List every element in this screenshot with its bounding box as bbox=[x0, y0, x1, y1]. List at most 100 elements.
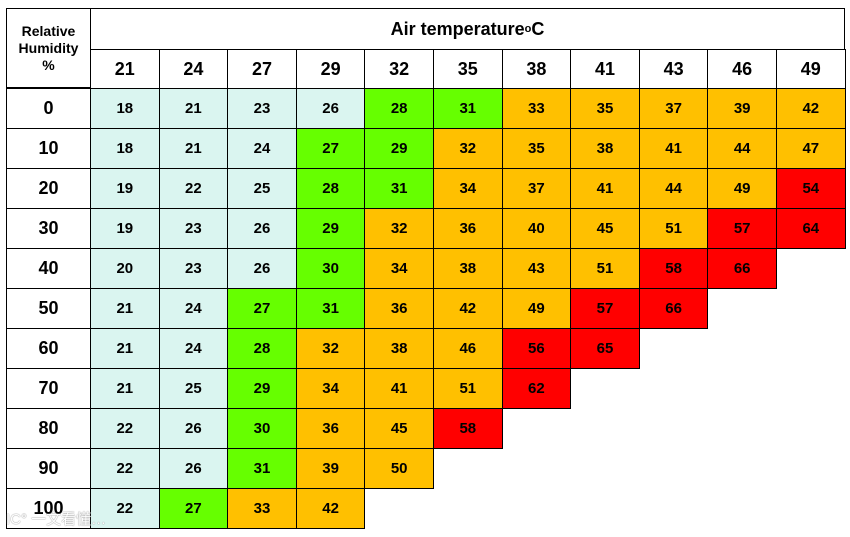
heat-index-cell: 51 bbox=[433, 368, 503, 409]
heat-index-cell: 28 bbox=[295, 168, 366, 209]
heat-index-cell: 32 bbox=[364, 208, 434, 249]
heat-index-cell: 44 bbox=[707, 128, 777, 169]
heat-index-cell: 31 bbox=[227, 448, 297, 489]
heat-index-cell: 25 bbox=[227, 168, 297, 209]
heat-index-cell: 28 bbox=[364, 88, 434, 129]
heat-index-cell: 50 bbox=[364, 448, 434, 489]
watermark: IC° 一文看懂… bbox=[6, 511, 107, 528]
heat-index-cell: 57 bbox=[707, 208, 777, 249]
heat-index-cell: 23 bbox=[158, 248, 229, 289]
heat-index-cell: 34 bbox=[433, 168, 503, 209]
heat-index-cell: 37 bbox=[501, 168, 572, 209]
heat-index-cell: 42 bbox=[776, 88, 846, 129]
heat-index-cell: 31 bbox=[364, 168, 434, 209]
heat-index-cell: 27 bbox=[158, 488, 229, 529]
temperature-header: 29 bbox=[295, 49, 366, 90]
humidity-header: 50 bbox=[6, 288, 91, 329]
humidity-header: 40 bbox=[6, 248, 91, 289]
temperature-header: 43 bbox=[638, 49, 709, 90]
heat-index-cell: 35 bbox=[570, 88, 640, 129]
humidity-header: 10 bbox=[6, 128, 91, 169]
heat-index-cell: 19 bbox=[90, 208, 160, 249]
heat-index-cell: 54 bbox=[776, 168, 846, 209]
heat-index-cell: 35 bbox=[501, 128, 572, 169]
heat-index-cell: 37 bbox=[638, 88, 709, 129]
heat-index-cell: 23 bbox=[227, 88, 297, 129]
heat-index-cell: 27 bbox=[227, 288, 297, 329]
heat-index-cell: 41 bbox=[570, 168, 640, 209]
heat-index-cell: 24 bbox=[227, 128, 297, 169]
heat-index-cell: 25 bbox=[158, 368, 229, 409]
heat-index-cell: 62 bbox=[501, 368, 572, 409]
heat-index-cell: 41 bbox=[638, 128, 709, 169]
temperature-header: 32 bbox=[364, 49, 434, 90]
heat-index-cell: 33 bbox=[227, 488, 297, 529]
heat-index-cell: 29 bbox=[364, 128, 434, 169]
temperature-header: 24 bbox=[158, 49, 229, 90]
heat-index-cell: 58 bbox=[638, 248, 709, 289]
temperature-header: 41 bbox=[570, 49, 640, 90]
corner-line-2: Humidity bbox=[18, 39, 79, 56]
heat-index-cell: 26 bbox=[158, 408, 229, 449]
heat-index-cell: 58 bbox=[433, 408, 503, 449]
heat-index-cell: 21 bbox=[90, 288, 160, 329]
heat-index-cell: 65 bbox=[570, 328, 640, 369]
heat-index-cell: 21 bbox=[158, 88, 229, 129]
heat-index-cell: 20 bbox=[90, 248, 160, 289]
temperature-header: 38 bbox=[501, 49, 572, 90]
temperature-header: 21 bbox=[90, 49, 160, 90]
heat-index-cell: 49 bbox=[707, 168, 777, 209]
corner-line-1: Relative bbox=[21, 22, 76, 39]
heat-index-cell: 66 bbox=[707, 248, 777, 289]
heat-index-cell: 40 bbox=[501, 208, 572, 249]
heat-index-cell: 45 bbox=[364, 408, 434, 449]
heat-index-cell: 56 bbox=[501, 328, 572, 369]
heat-index-cell: 46 bbox=[433, 328, 503, 369]
humidity-header: 80 bbox=[6, 408, 91, 449]
heat-index-cell: 39 bbox=[707, 88, 777, 129]
heat-index-cell: 21 bbox=[158, 128, 229, 169]
heat-index-cell: 64 bbox=[776, 208, 846, 249]
heat-index-cell: 26 bbox=[295, 88, 366, 129]
humidity-header: 30 bbox=[6, 208, 91, 249]
corner-header: Relative Humidity % bbox=[6, 8, 91, 88]
heat-index-cell: 30 bbox=[295, 248, 366, 289]
heat-index-cell: 23 bbox=[158, 208, 229, 249]
temperature-header: 35 bbox=[433, 49, 503, 90]
heat-index-cell: 26 bbox=[227, 208, 297, 249]
heat-index-cell: 34 bbox=[295, 368, 366, 409]
temperature-header: 27 bbox=[227, 49, 297, 90]
heat-index-cell: 39 bbox=[295, 448, 366, 489]
heat-index-cell: 32 bbox=[295, 328, 366, 369]
humidity-header: 90 bbox=[6, 448, 91, 489]
heat-index-cell: 33 bbox=[501, 88, 572, 129]
humidity-header: 20 bbox=[6, 168, 91, 209]
heat-index-cell: 18 bbox=[90, 88, 160, 129]
title-degree: o bbox=[524, 23, 532, 35]
heat-index-cell: 38 bbox=[433, 248, 503, 289]
heat-index-cell: 19 bbox=[90, 168, 160, 209]
heat-index-cell: 47 bbox=[776, 128, 846, 169]
heat-index-cell: 31 bbox=[295, 288, 366, 329]
heat-index-cell: 42 bbox=[433, 288, 503, 329]
heat-index-cell: 30 bbox=[227, 408, 297, 449]
heat-index-cell: 43 bbox=[501, 248, 572, 289]
heat-index-cell: 38 bbox=[570, 128, 640, 169]
heat-index-cell: 24 bbox=[158, 288, 229, 329]
heat-index-cell: 18 bbox=[90, 128, 160, 169]
heat-index-cell: 41 bbox=[364, 368, 434, 409]
corner-line-3: % bbox=[42, 56, 55, 73]
heat-index-cell: 29 bbox=[295, 208, 366, 249]
heat-index-cell: 22 bbox=[90, 408, 160, 449]
heat-index-cell: 49 bbox=[501, 288, 572, 329]
heat-index-cell: 66 bbox=[638, 288, 709, 329]
heat-index-cell: 22 bbox=[90, 448, 160, 489]
heat-index-cell: 34 bbox=[364, 248, 434, 289]
heat-index-cell: 27 bbox=[295, 128, 366, 169]
heat-index-cell: 36 bbox=[295, 408, 366, 449]
title-unit: C bbox=[531, 18, 545, 39]
humidity-header: 70 bbox=[6, 368, 91, 409]
heat-index-cell: 26 bbox=[227, 248, 297, 289]
